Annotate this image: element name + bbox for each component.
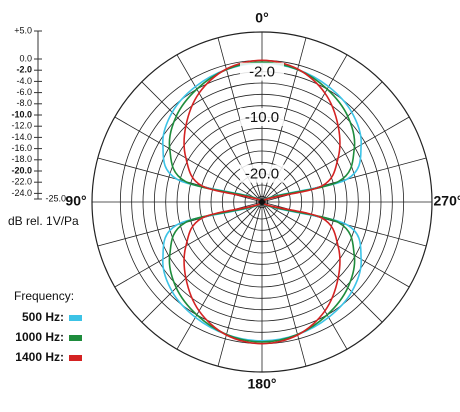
grid-spoke <box>261 201 348 350</box>
labels: +5.00.0-2.0-4.0-6.0-8.0-10.0-12.0-14.0-1… <box>11 10 460 392</box>
scale-tick-label: 0.0 <box>19 53 32 63</box>
grid-spoke <box>261 81 383 203</box>
inner-label-bg <box>240 62 284 81</box>
curves <box>162 59 362 345</box>
grid-spoke <box>176 201 263 350</box>
center-hub <box>259 199 265 205</box>
grid-spoke <box>114 201 263 288</box>
theta-label: 180° <box>248 376 277 392</box>
legend-label: 1000 Hz: <box>15 330 64 344</box>
grid-spoke <box>261 201 383 323</box>
series-curve <box>183 59 341 345</box>
scale-tick-label: -16.0 <box>11 143 32 153</box>
scale-tick-label: -22.0 <box>11 177 32 187</box>
theta-label: 90° <box>65 193 86 209</box>
legend-title: Frequency: <box>14 289 74 303</box>
scale-tick-label: -12.0 <box>11 121 32 131</box>
legend-swatch <box>69 355 82 361</box>
scale-tick-label: -20.0 <box>11 165 32 175</box>
scale-tick-label: -25.0 <box>45 193 66 203</box>
legend-swatch <box>69 315 82 321</box>
series-curve <box>162 62 362 342</box>
grid-spoke <box>141 201 263 323</box>
scale-tick-label: -6.0 <box>16 87 32 97</box>
grid-spoke <box>114 116 263 203</box>
legend-label: 500 Hz: <box>22 310 64 324</box>
inner-label-bg <box>240 164 284 183</box>
inner-label-bg <box>240 108 284 126</box>
legend-label: 1400 Hz: <box>15 350 64 364</box>
inner-label: -20.0 <box>245 166 279 183</box>
inner-label: -10.0 <box>245 109 279 126</box>
scale-tick-label: -18.0 <box>11 154 32 164</box>
scale-tick-label: -8.0 <box>16 98 32 108</box>
r-axis-label: dB rel. 1V/Pa <box>8 214 79 228</box>
grid-spoke <box>261 201 410 288</box>
scale-tick-label: -24.0 <box>11 188 32 198</box>
scale-tick-label: +5.0 <box>14 25 32 35</box>
scale-tick-label: -14.0 <box>11 132 32 142</box>
scale-tick-label: -10.0 <box>11 109 32 119</box>
grid-spoke <box>141 81 263 203</box>
grid-spoke <box>217 201 263 367</box>
grid-spoke <box>261 116 410 203</box>
grid-spoke <box>261 201 307 367</box>
theta-label: 0° <box>255 10 268 26</box>
scale-tick-label: -4.0 <box>16 76 32 86</box>
theta-label: 270° <box>434 193 460 209</box>
series-curve <box>168 61 356 343</box>
legend-swatch <box>69 335 82 341</box>
scale-tick-label: -2.0 <box>16 65 32 75</box>
inner-label: -2.0 <box>249 64 275 81</box>
